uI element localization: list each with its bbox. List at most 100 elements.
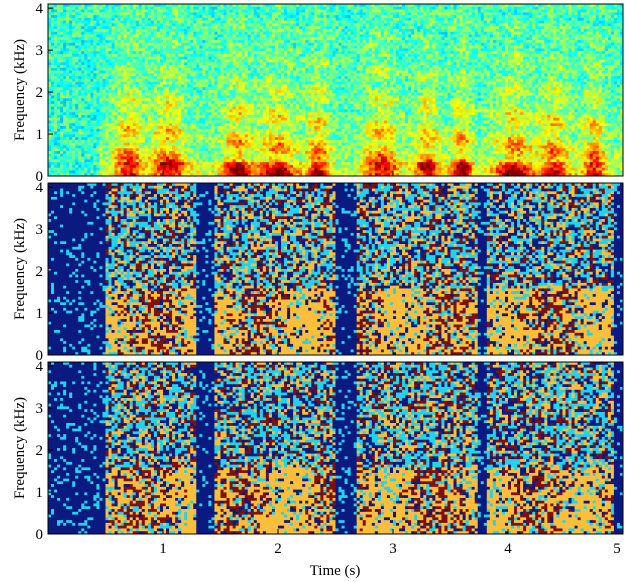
heatmap-cell <box>57 56 61 60</box>
heatmap-cell <box>278 67 282 71</box>
heatmap-cell <box>229 34 234 38</box>
heatmap-cell <box>175 15 179 19</box>
heatmap-cell <box>123 26 128 30</box>
heatmap-cell <box>223 48 227 52</box>
heatmap-cell <box>72 65 76 69</box>
heatmap-cell <box>250 40 255 44</box>
heatmap-cell <box>193 37 197 41</box>
heatmap-cell <box>102 112 106 116</box>
heatmap-cell <box>223 103 227 108</box>
heatmap-cell <box>238 134 243 138</box>
heatmap-cell <box>156 145 161 149</box>
heatmap-cell <box>156 84 161 88</box>
heatmap-cell <box>132 131 137 135</box>
heatmap-cell <box>135 148 140 152</box>
heatmap-cell <box>117 70 122 74</box>
heatmap-cell <box>287 98 291 102</box>
heatmap-cell <box>281 62 285 66</box>
heatmap-cell <box>202 78 206 83</box>
heatmap-cell <box>84 31 88 35</box>
heatmap-cell <box>102 37 106 41</box>
heatmap-cell <box>84 34 88 38</box>
heatmap-cell <box>153 62 158 66</box>
heatmap-cell <box>81 51 85 55</box>
heatmap-cell <box>99 120 103 124</box>
heatmap-cell <box>54 159 58 163</box>
heatmap-cell <box>99 128 103 133</box>
heatmap-cell <box>93 159 97 163</box>
heatmap-cell <box>199 65 203 69</box>
heatmap-cell <box>57 15 61 19</box>
heatmap-cell <box>202 76 206 80</box>
heatmap-cell <box>175 23 179 27</box>
heatmap-cell <box>232 162 237 166</box>
heatmap-cell <box>172 148 176 152</box>
heatmap-cell <box>114 139 119 144</box>
heatmap-cell <box>290 84 294 88</box>
heatmap-cell <box>247 95 252 99</box>
heatmap-cell <box>184 153 188 157</box>
heatmap-cell <box>187 126 191 130</box>
heatmap-cell <box>120 9 125 13</box>
heatmap-cell <box>60 26 64 30</box>
heatmap-cell <box>202 126 206 130</box>
heatmap-cell <box>111 56 115 60</box>
heatmap-cell <box>163 98 167 102</box>
heatmap-cell <box>241 20 246 24</box>
heatmap-cell <box>75 4 79 8</box>
heatmap-cell <box>271 45 276 49</box>
heatmap-cell <box>278 34 282 38</box>
heatmap-cell <box>202 23 206 27</box>
heatmap-cell <box>78 59 82 63</box>
heatmap-cell <box>259 28 264 33</box>
heatmap-cell <box>156 45 161 49</box>
heatmap-cell <box>153 128 158 133</box>
heatmap-cell <box>159 170 164 174</box>
heatmap-cell <box>150 123 155 127</box>
heatmap-cell <box>114 67 119 71</box>
heatmap-cell <box>114 56 119 60</box>
heatmap-cell <box>256 164 261 169</box>
heatmap-cell <box>93 117 97 121</box>
heatmap-cell <box>147 90 152 94</box>
heatmap-cell <box>241 126 246 130</box>
heatmap-cell <box>193 34 197 38</box>
heatmap-cell <box>253 81 258 85</box>
heatmap-cell <box>229 167 234 171</box>
heatmap-cell <box>205 37 209 41</box>
heatmap-cell <box>90 128 94 133</box>
heatmap-cell <box>265 31 270 35</box>
heatmap-cell <box>211 167 215 171</box>
heatmap-cell <box>193 48 197 52</box>
heatmap-cell <box>156 109 161 113</box>
heatmap-cell <box>199 42 203 47</box>
heatmap-cell <box>184 109 188 113</box>
heatmap-cell <box>90 87 94 91</box>
heatmap-cell <box>60 95 64 99</box>
heatmap-cell <box>126 117 131 121</box>
heatmap-cell <box>265 159 270 163</box>
heatmap-cell <box>81 112 85 116</box>
heatmap-cell <box>199 76 203 80</box>
heatmap-cell <box>132 151 137 155</box>
heatmap-cell <box>181 117 185 121</box>
heatmap-cell <box>102 23 106 27</box>
heatmap-cell <box>48 15 52 19</box>
heatmap-cell <box>284 48 288 52</box>
heatmap-cell <box>166 164 170 169</box>
heatmap-cell <box>96 51 100 55</box>
heatmap-cell <box>159 15 164 19</box>
heatmap-cell <box>63 159 67 163</box>
heatmap-cell <box>187 73 191 77</box>
heatmap-cell <box>235 164 240 169</box>
heatmap-cell <box>87 109 91 113</box>
heatmap-cell <box>144 51 149 55</box>
heatmap-cell <box>57 78 61 83</box>
heatmap-cell <box>284 131 288 135</box>
heatmap-cell <box>253 153 258 157</box>
heatmap-cell <box>265 106 270 110</box>
heatmap-cell <box>123 103 128 108</box>
heatmap-cell <box>129 128 134 133</box>
heatmap-cell <box>250 170 255 174</box>
